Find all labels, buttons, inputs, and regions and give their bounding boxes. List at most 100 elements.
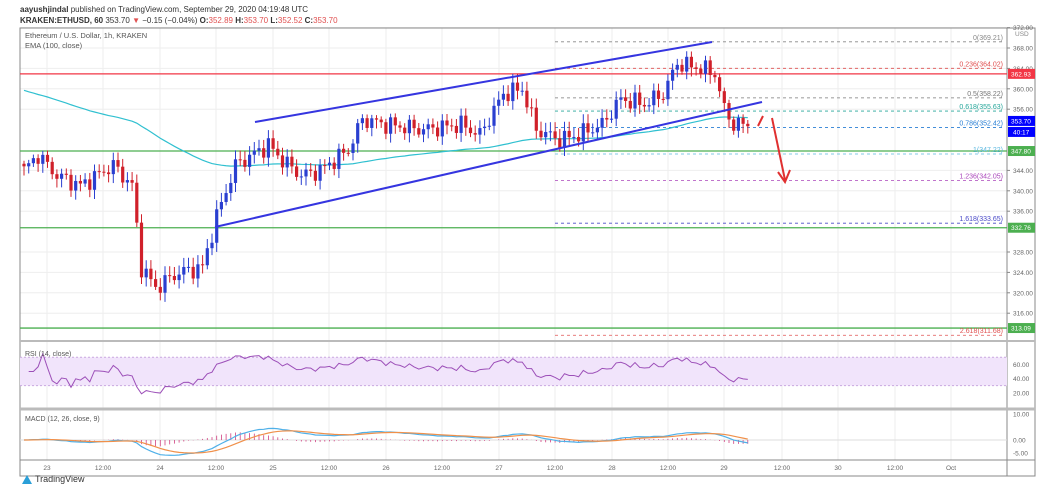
time-tick-label: 12:00: [660, 465, 677, 472]
candle-body: [732, 119, 736, 131]
h-label: H:: [235, 16, 244, 25]
candle-body: [36, 158, 40, 164]
price-badge: [1008, 146, 1035, 157]
candle-body: [398, 125, 402, 128]
fib-label: 0.618(355.63): [959, 104, 1003, 111]
candle: [172, 266, 176, 285]
candle: [299, 169, 303, 185]
candle-body: [360, 118, 364, 124]
candle-body: [417, 128, 421, 135]
candle: [501, 85, 505, 106]
candle: [741, 114, 745, 133]
time-tick-label: 12:00: [434, 465, 451, 472]
candle: [450, 118, 454, 132]
candle-body: [64, 173, 68, 175]
candle: [511, 73, 515, 110]
candle-body: [722, 91, 726, 104]
candle: [295, 159, 299, 181]
candle-body: [483, 126, 487, 129]
candle-body: [186, 266, 191, 268]
candle-body: [121, 166, 125, 183]
fib-label: 0(369.21): [973, 35, 1003, 42]
candle: [252, 142, 256, 164]
candle-body: [558, 138, 562, 148]
candle: [332, 157, 336, 176]
candle: [36, 154, 40, 172]
candle-body: [506, 93, 510, 102]
candle: [210, 233, 214, 256]
candle-body: [609, 118, 614, 120]
price-tick-label: 324.00: [1013, 270, 1033, 277]
lower-trendline[interactable]: [214, 101, 763, 228]
candle: [675, 58, 679, 78]
candle: [708, 56, 712, 84]
price-tick-label: 360.00: [1013, 86, 1033, 93]
high: 353.70: [243, 16, 269, 25]
candle: [379, 116, 383, 128]
candle-body: [713, 74, 717, 78]
candle-body: [534, 107, 538, 131]
fib-retracement[interactable]: 0(369.21) 0.236(364.02) 0.5(358.22) 0.618(3…: [555, 35, 1005, 336]
candle: [497, 91, 501, 115]
candle-body: [614, 99, 618, 119]
time-tick-label: 12:00: [547, 465, 564, 472]
candle-body: [454, 125, 458, 133]
candle-body: [50, 161, 54, 175]
candle: [219, 192, 223, 217]
candle-body: [313, 170, 317, 181]
candle: [713, 70, 717, 83]
candle-body: [647, 105, 651, 107]
price-badge-label: 347.80: [1011, 149, 1031, 156]
candle: [271, 130, 275, 157]
fib-label: 0.786(352.42): [959, 120, 1003, 127]
price-axis[interactable]: 372.00368.00364.00360.00356.00344.00340.…: [1007, 25, 1035, 334]
candle: [398, 121, 402, 133]
candle-body: [69, 174, 73, 191]
candle-body: [295, 166, 299, 177]
candle: [233, 150, 238, 193]
candle: [389, 113, 393, 143]
red-arrow-drawing[interactable]: [757, 115, 791, 185]
chart-frame: [19, 27, 1036, 477]
candle-body: [130, 180, 134, 183]
time-tick-label: 24: [156, 465, 164, 472]
candle-body: [487, 125, 491, 127]
candle-body: [572, 136, 576, 138]
l-label: L:: [270, 16, 278, 25]
candle-body: [158, 286, 162, 293]
candle-body: [675, 64, 679, 70]
horizontal-levels[interactable]: [20, 73, 1007, 329]
candle: [139, 214, 144, 284]
price-tick-label: 372.00: [1013, 25, 1033, 32]
candle: [64, 168, 68, 180]
candle: [31, 154, 35, 167]
candle-body: [346, 152, 350, 154]
symbol-quote: KRAKEN:ETHUSD, 60 353.70 ▼ −0.15 (−0.04%…: [20, 16, 338, 25]
candle-body: [577, 136, 581, 142]
candle: [473, 125, 477, 142]
tradingview-logo[interactable]: TradingView: [22, 474, 85, 484]
author[interactable]: aayushjindal: [20, 5, 69, 14]
time-axis[interactable]: 23 12:00 24 12:00 25 12:00 26 12:00 27 12:00 28 12:…: [43, 465, 956, 472]
candle-body: [327, 162, 332, 166]
candle: [454, 118, 458, 139]
upper-trendline[interactable]: [254, 41, 713, 123]
candle-body: [60, 173, 64, 179]
candle-body: [111, 160, 115, 175]
candle: [60, 168, 64, 188]
candle-body: [464, 115, 468, 128]
candle: [393, 113, 397, 134]
rsi-background: [20, 357, 1007, 386]
candle-body: [736, 117, 740, 131]
candle: [285, 149, 289, 177]
candle-body: [290, 156, 294, 167]
time-tick-label: 28: [608, 465, 616, 472]
candle-body: [445, 120, 449, 126]
candle: [163, 266, 167, 302]
candle: [464, 108, 468, 136]
candle: [55, 169, 59, 188]
candle: [436, 121, 440, 141]
candle: [154, 270, 158, 290]
price-badge-label: 332.76: [1011, 225, 1031, 232]
